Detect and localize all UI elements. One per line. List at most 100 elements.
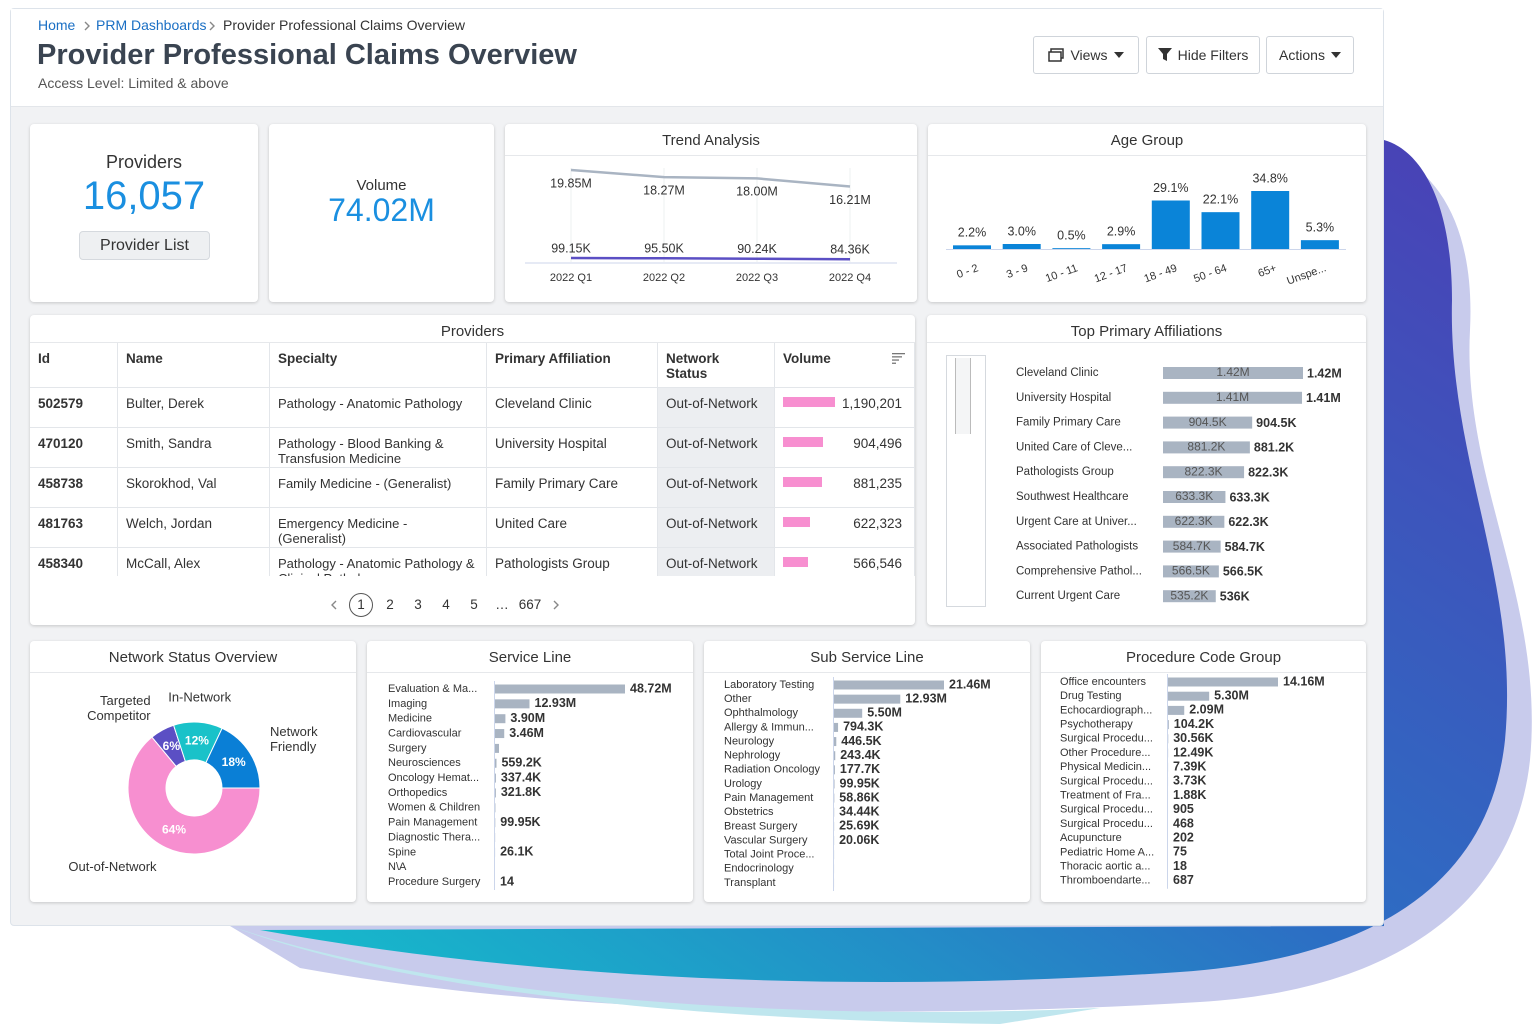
- column-header: Primary Affiliation: [487, 343, 658, 387]
- page-link[interactable]: 1: [349, 593, 373, 617]
- views-icon: [1048, 48, 1065, 62]
- table-cell: Pathology - Anatomic Pathology: [270, 388, 487, 427]
- table-cell: Bulter, Derek: [118, 388, 270, 427]
- table-cell: Out-of-Network: [658, 548, 775, 576]
- table-row: 502579 Bulter, Derek Pathology - Anatomic …: [30, 388, 915, 428]
- table-row: 470120 Smith, Sandra Pathology - Blood Ban…: [30, 428, 915, 468]
- table-cell: Pathology - Blood Banking & Transfusion …: [270, 428, 487, 467]
- cell-text: Pathologists Group: [495, 556, 610, 571]
- button-label: Views: [1070, 47, 1108, 63]
- card-title: Network Status Overview: [108, 649, 278, 666]
- cell-text: Cleveland Clinic: [495, 396, 592, 411]
- volume-label: 881,235: [853, 476, 902, 491]
- kpi-value: 74.02M: [328, 192, 435, 228]
- card-title: Procedure Code Group: [1125, 649, 1282, 666]
- sub-service-card: Sub Service Line: [704, 641, 1030, 902]
- table-cell: Family Medicine - (Generalist): [270, 468, 487, 507]
- column-header: Network Status: [658, 343, 775, 387]
- table-cell: 470120: [30, 428, 118, 467]
- button-label: Actions: [1279, 47, 1325, 63]
- breadcrumb[interactable]: Home: [38, 17, 76, 33]
- card-title: Sub Service Line: [810, 649, 924, 666]
- scroll-navigator[interactable]: [946, 355, 986, 607]
- page-link[interactable]: 5: [470, 597, 478, 612]
- cell-text: Out-of-Network: [666, 516, 758, 531]
- chevron-icon: [209, 21, 215, 31]
- card-title: Service Line: [488, 649, 572, 666]
- page-link[interactable]: 3: [414, 597, 422, 612]
- page-arrow[interactable]: [322, 599, 346, 611]
- views-button[interactable]: Views: [1033, 36, 1139, 74]
- volume-label: 622,323: [853, 516, 902, 531]
- divider: [505, 155, 917, 156]
- page-title: Provider Professional Claims Overview: [37, 39, 577, 71]
- divider: [367, 672, 693, 673]
- provider-list-button[interactable]: Provider List: [79, 231, 210, 260]
- cell-text: Emergency Medicine - (Generalist): [278, 516, 408, 546]
- cell-text: 481763: [38, 516, 84, 531]
- caret-icon: [1113, 52, 1124, 58]
- table-cell: Pathologists Group: [487, 548, 658, 576]
- cell-text: 458340: [38, 556, 84, 571]
- volume-label: 904,496: [853, 436, 902, 451]
- cell-text: McCall, Alex: [126, 556, 201, 571]
- breadcrumb[interactable]: PRM Dashboards: [96, 17, 207, 33]
- table-cell: Emergency Medicine - (Generalist): [270, 508, 487, 547]
- column-label: Specialty: [278, 351, 338, 366]
- cell-text: Out-of-Network: [666, 556, 758, 571]
- subtitle: Access Level: Limited & above: [38, 75, 229, 91]
- sort-icon-line: [892, 353, 905, 355]
- table-cell: University Hospital: [487, 428, 658, 467]
- providers-table: Id Name Specialty Primary Affiliation Networ…: [30, 343, 915, 576]
- table-cell: 458738: [30, 468, 118, 507]
- chevron-icon: [84, 21, 90, 31]
- table-cell: Smith, Sandra: [118, 428, 270, 467]
- network-card: Network Status Overview: [30, 641, 356, 902]
- cell-text: University Hospital: [495, 436, 607, 451]
- kpi-value: 16,057: [82, 174, 206, 218]
- sort-icon: [892, 353, 905, 364]
- card-title: Age Group: [1110, 132, 1184, 149]
- filter-icon: [1157, 48, 1172, 61]
- page-arrow[interactable]: [544, 599, 568, 611]
- cell-text: Out-of-Network: [666, 436, 758, 451]
- column-header: Id: [30, 343, 118, 387]
- volume-cell: 881,235: [775, 468, 915, 507]
- age-card: Age Group: [928, 124, 1366, 302]
- page-link[interactable]: …: [495, 597, 509, 612]
- divider: [927, 342, 1366, 343]
- cell-text: Family Medicine - (Generalist): [278, 476, 452, 491]
- volume-cell: 566,546: [775, 548, 915, 576]
- cell-text: 458738: [38, 476, 84, 491]
- table-cell: Cleveland Clinic: [487, 388, 658, 427]
- divider: [704, 672, 1030, 673]
- volume-kpi-card: Volume 74.02M: [269, 124, 494, 302]
- column-header: Name: [118, 343, 270, 387]
- table-cell: Out-of-Network: [658, 388, 775, 427]
- actions-button[interactable]: Actions: [1266, 36, 1354, 74]
- kpi-label: Volume: [356, 177, 407, 194]
- divider: [30, 342, 915, 343]
- cell-text: Smith, Sandra: [126, 436, 212, 451]
- volume-cell: 904,496: [775, 428, 915, 467]
- cell-text: Out-of-Network: [666, 396, 758, 411]
- breadcrumb: Provider Professional Claims Overview: [223, 17, 465, 33]
- table-cell: United Care: [487, 508, 658, 547]
- table-cell: McCall, Alex: [118, 548, 270, 576]
- table-row: 458340 McCall, Alex Pathology - Anatomic P…: [30, 548, 915, 576]
- page-link[interactable]: 667: [518, 597, 542, 612]
- volume-bar: [783, 477, 822, 487]
- table-cell: Pathology - Anatomic Pathology & Clinica…: [270, 548, 487, 576]
- trend-card: Trend Analysis: [505, 124, 917, 302]
- sort-icon-line: [892, 362, 896, 364]
- hide-filters-button[interactable]: Hide Filters: [1146, 36, 1260, 74]
- scroll-thumb[interactable]: [955, 358, 971, 434]
- page-link[interactable]: 4: [442, 597, 450, 612]
- column-header: Specialty: [270, 343, 487, 387]
- cell-text: Welch, Jordan: [126, 516, 213, 531]
- table-cell: 458340: [30, 548, 118, 576]
- page-link[interactable]: 2: [386, 597, 394, 612]
- column-header: Volume: [775, 343, 915, 387]
- cell-text: Out-of-Network: [666, 476, 758, 491]
